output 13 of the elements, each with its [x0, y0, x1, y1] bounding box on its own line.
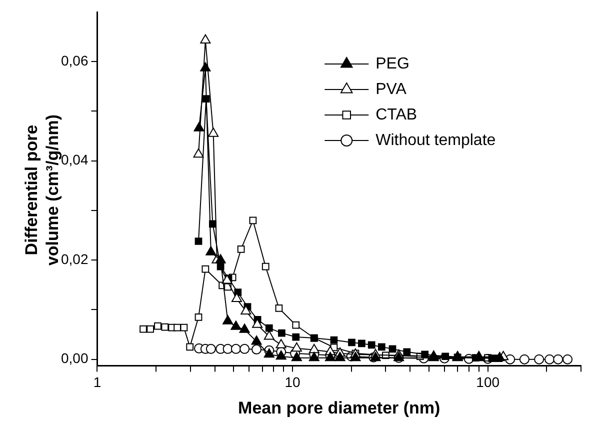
- y-tick-label: 0,00: [61, 350, 88, 366]
- legend-label: PVA: [376, 80, 407, 98]
- x-axis-title: Mean pore diameter (nm): [238, 398, 440, 418]
- legend-label: Without template: [376, 132, 496, 149]
- y-tick-label: 0,04: [61, 152, 88, 168]
- legend-label: CTAB: [376, 106, 418, 124]
- x-tick-label: 10: [284, 374, 301, 390]
- x-tick-label: 1: [93, 374, 102, 390]
- y-axis-title: Differential pore volume (cm³/g/nm): [21, 113, 62, 268]
- y-tick-label: 0,06: [61, 52, 88, 68]
- legend-label: PEG: [376, 55, 410, 72]
- x-tick-label: 100: [476, 374, 500, 390]
- y-tick-label: 0,02: [61, 250, 88, 267]
